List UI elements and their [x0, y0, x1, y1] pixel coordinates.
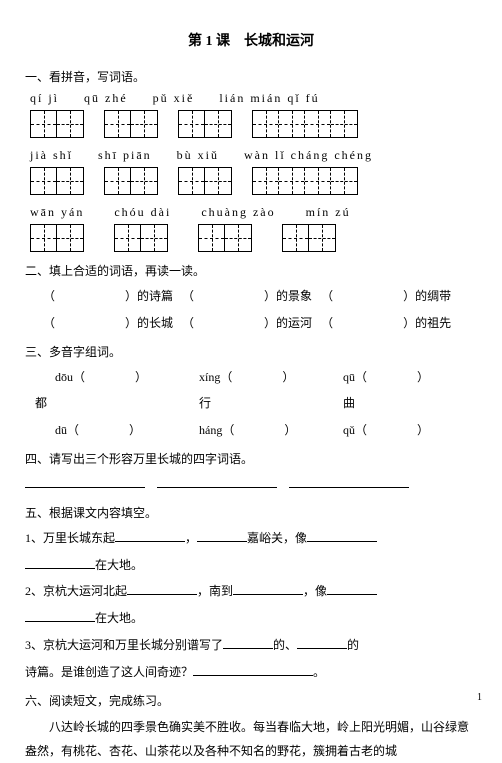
section-3-title: 三、多音字组词。 [25, 343, 477, 360]
question-text: ，像 [303, 584, 327, 598]
char-box [198, 224, 252, 252]
pinyin-row-2: jià shǐ shī piān bù xiǔ wàn lǐ cháng ché… [25, 148, 477, 163]
section-2-title: 二、填上合适的词语，再读一读。 [25, 262, 477, 279]
char-label: 行 [199, 396, 211, 410]
pinyin-text: chóu dài [114, 205, 171, 220]
char-box [282, 224, 336, 252]
fill-text: ）的祖先 [403, 316, 451, 330]
char-box [114, 224, 168, 252]
char-box [104, 110, 158, 138]
char-box [252, 167, 358, 195]
pinyin-row-3: wān yán chóu dài chuàng zào mín zú [25, 205, 477, 220]
question-text: ， [185, 531, 197, 545]
pinyin-text: dōu（ [55, 370, 85, 384]
pinyin-text: dū（ [55, 423, 79, 437]
fill-text: ）的绸带 [403, 289, 451, 303]
q5-line-3b: 诗篇。是谁创造了这人间奇迹？。 [25, 661, 477, 684]
q5-line-2b: 在大地。 [25, 607, 477, 630]
pinyin-text: háng（ [199, 423, 234, 437]
pinyin-text: jià shǐ [30, 148, 73, 163]
blank-line [25, 473, 477, 496]
fill-text: ）的运河 [264, 316, 312, 330]
fill-text: ）的诗篇 [125, 289, 173, 303]
pinyin-row-1: qí jì qū zhé pǔ xiě lián mián qǐ fú [25, 91, 477, 106]
char-box [252, 110, 358, 138]
char-label: 曲 [343, 396, 355, 410]
pinyin-text: mín zú [306, 205, 351, 220]
section-6-title: 六、阅读短文，完成练习。 [25, 692, 477, 709]
question-text: 在大地。 [95, 611, 143, 625]
char-box-row-3 [25, 224, 477, 252]
section-4-title: 四、请写出三个形容万里长城的四字词语。 [25, 450, 477, 467]
q5-line-2: 2、京杭大运河北起 ，南到 ，像 [25, 580, 477, 603]
duoyin-line: dōu（） xíng（） qū（） [25, 366, 477, 389]
q5-line-3: 3、京杭大运河和万里长城分别谱写了 的、 的 [25, 634, 477, 657]
q5-line-1b: 在大地。 [25, 554, 477, 577]
char-box [30, 224, 84, 252]
question-text: 诗篇。是谁创造了这人间奇迹？ [25, 665, 193, 679]
section-1-title: 一、看拼音，写词语。 [25, 68, 477, 85]
section-5-title: 五、根据课文内容填空。 [25, 504, 477, 521]
page-number: 1 [477, 692, 482, 703]
char-box [104, 167, 158, 195]
duoyin-line: 都 行 曲 [25, 392, 477, 415]
pinyin-text: lián mián qǐ fú [219, 91, 319, 106]
pinyin-text: qí jì [30, 91, 59, 106]
pinyin-text: chuàng zào [201, 205, 275, 220]
char-label: 都 [35, 396, 47, 410]
pinyin-text: qū（ [343, 370, 367, 384]
question-text: 2、京杭大运河北起 [25, 584, 127, 598]
fill-text: ）的长城 [125, 316, 173, 330]
pinyin-text: shī piān [98, 148, 152, 163]
page-title: 第 1 课 长城和运河 [25, 30, 477, 50]
fill-line: （）的诗篇 （）的景象 （）的绸带 [25, 285, 477, 308]
pinyin-text: wān yán [30, 205, 84, 220]
char-box [178, 110, 232, 138]
question-text: 3、京杭大运河和万里长城分别谱写了 [25, 638, 223, 652]
pinyin-text: qǔ（ [343, 423, 367, 437]
question-text: 在大地。 [95, 558, 143, 572]
char-box-row-2 [25, 167, 477, 195]
pinyin-text: xíng（ [199, 370, 232, 384]
question-text: 的、 [273, 638, 297, 652]
question-text: ，南到 [197, 584, 233, 598]
fill-text: ）的景象 [264, 289, 312, 303]
q5-line-1: 1、万里长城东起 ， 嘉峪关，像 [25, 527, 477, 550]
fill-line: （）的长城 （）的运河 （）的祖先 [25, 312, 477, 335]
question-text: 嘉峪关，像 [247, 531, 307, 545]
pinyin-text: wàn lǐ cháng chéng [244, 148, 373, 163]
duoyin-line: dū（） háng（） qǔ（） [25, 419, 477, 442]
question-text: 1、万里长城东起 [25, 531, 115, 545]
char-box [30, 110, 84, 138]
pinyin-text: qū zhé [84, 91, 128, 106]
question-text: 的 [347, 638, 359, 652]
char-box [178, 167, 232, 195]
essay-paragraph: 八达岭长城的四季景色确实美不胜收。每当春临大地，岭上阳光明媚，山谷绿意盎然，有桃… [25, 715, 477, 763]
char-box-row-1 [25, 110, 477, 138]
char-box [30, 167, 84, 195]
pinyin-text: pǔ xiě [153, 91, 195, 106]
pinyin-text: bù xiǔ [177, 148, 219, 163]
